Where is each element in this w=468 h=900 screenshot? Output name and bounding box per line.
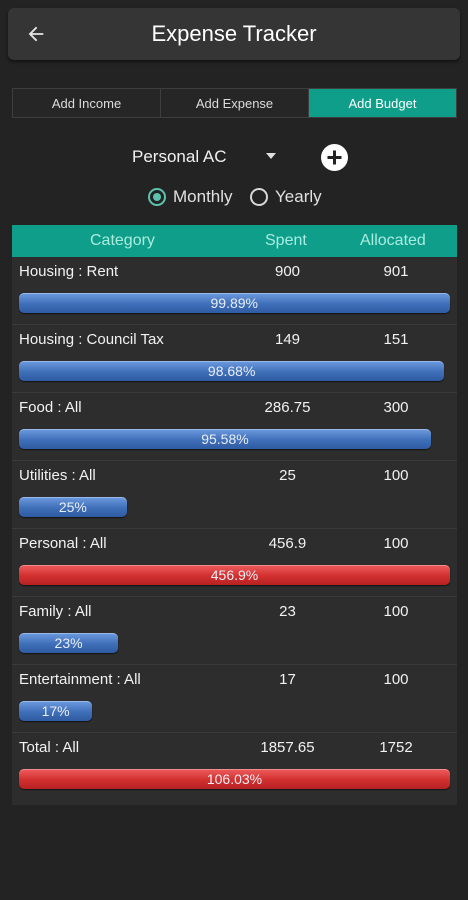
table-row[interactable]: Entertainment : All 17 100 17% bbox=[12, 665, 457, 733]
radio-unchecked-icon bbox=[250, 188, 268, 206]
table-row[interactable]: Utilities : All 25 100 25% bbox=[12, 461, 457, 529]
progress-bar: 99.89% bbox=[19, 293, 450, 313]
radio-yearly-label: Yearly bbox=[275, 187, 322, 206]
add-account-button[interactable] bbox=[321, 144, 348, 171]
row-spent: 23 bbox=[279, 603, 296, 620]
progress-track: 106.03% bbox=[19, 769, 450, 789]
progress-track: 23% bbox=[19, 633, 450, 653]
row-spent: 149 bbox=[274, 331, 301, 348]
account-dropdown[interactable]: Personal AC bbox=[132, 142, 282, 172]
table-header: Category Spent Allocated bbox=[12, 225, 457, 257]
progress-track: 25% bbox=[19, 497, 450, 517]
progress-label: 25% bbox=[58, 499, 87, 515]
progress-bar: 17% bbox=[19, 701, 93, 721]
progress-bar: 95.58% bbox=[19, 429, 431, 449]
radio-yearly[interactable]: Yearly bbox=[250, 184, 322, 210]
progress-bar: 456.9% bbox=[19, 565, 450, 585]
row-category: Food : All bbox=[19, 399, 82, 416]
app-bar: Expense Tracker bbox=[8, 8, 460, 60]
table-row[interactable]: Personal : All 456.9 100 456.9% bbox=[12, 529, 457, 597]
progress-track: 99.89% bbox=[19, 293, 450, 313]
progress-label: 17% bbox=[41, 703, 70, 719]
table-row[interactable]: Family : All 23 100 23% bbox=[12, 597, 457, 665]
table-row[interactable]: Housing : Council Tax 149 151 98.68% bbox=[12, 325, 457, 393]
row-spent: 17 bbox=[279, 671, 296, 688]
row-spent: 25 bbox=[279, 467, 296, 484]
tab-add-budget[interactable]: Add Budget bbox=[309, 89, 456, 117]
row-category: Utilities : All bbox=[19, 467, 96, 484]
radio-monthly-label: Monthly bbox=[173, 187, 233, 206]
page-title: Expense Tracker bbox=[151, 21, 317, 46]
progress-track: 98.68% bbox=[19, 361, 450, 381]
row-category: Housing : Rent bbox=[19, 263, 119, 280]
row-spent: 1857.65 bbox=[260, 739, 315, 756]
table-row-total[interactable]: Total : All 1857.65 1752 106.03% bbox=[12, 733, 457, 801]
row-category: Entertainment : All bbox=[19, 671, 141, 688]
row-allocated: 100 bbox=[383, 671, 409, 688]
progress-label: 456.9% bbox=[210, 567, 259, 583]
period-selector: Monthly Yearly bbox=[0, 184, 468, 210]
row-spent: 456.9 bbox=[268, 535, 307, 552]
arrow-left-icon bbox=[28, 26, 44, 42]
row-allocated: 901 bbox=[383, 263, 409, 280]
back-button[interactable] bbox=[22, 20, 50, 48]
progress-bar: 106.03% bbox=[19, 769, 450, 789]
header-allocated: Allocated bbox=[360, 232, 426, 249]
radio-monthly[interactable]: Monthly bbox=[148, 184, 233, 210]
row-allocated: 100 bbox=[383, 467, 409, 484]
radio-checked-icon bbox=[148, 188, 166, 206]
account-dropdown-value: Personal AC bbox=[132, 147, 227, 166]
progress-track: 456.9% bbox=[19, 565, 450, 585]
row-allocated: 151 bbox=[383, 331, 409, 348]
header-spent: Spent bbox=[265, 232, 307, 249]
row-category: Personal : All bbox=[19, 535, 107, 552]
progress-bar: 25% bbox=[19, 497, 127, 517]
tab-add-expense[interactable]: Add Expense bbox=[161, 89, 309, 117]
caret-down-icon bbox=[266, 153, 276, 159]
row-allocated: 300 bbox=[383, 399, 409, 416]
plus-circle-icon bbox=[321, 144, 348, 171]
row-category: Family : All bbox=[19, 603, 92, 620]
progress-label: 106.03% bbox=[206, 771, 263, 787]
row-allocated: 100 bbox=[383, 603, 409, 620]
progress-bar: 98.68% bbox=[19, 361, 445, 381]
table-row[interactable]: Housing : Rent 900 901 99.89% bbox=[12, 257, 457, 325]
table-row[interactable]: Food : All 286.75 300 95.58% bbox=[12, 393, 457, 461]
row-spent: 286.75 bbox=[264, 399, 311, 416]
row-spent: 900 bbox=[274, 263, 301, 280]
row-category: Total : All bbox=[19, 739, 80, 756]
progress-label: 23% bbox=[54, 635, 83, 651]
row-category: Housing : Council Tax bbox=[19, 331, 164, 348]
progress-bar: 23% bbox=[19, 633, 119, 653]
progress-track: 17% bbox=[19, 701, 450, 721]
progress-label: 98.68% bbox=[207, 363, 256, 379]
progress-track: 95.58% bbox=[19, 429, 450, 449]
tab-add-income[interactable]: Add Income bbox=[13, 89, 161, 117]
budget-table: Category Spent Allocated Housing : Rent … bbox=[12, 225, 457, 805]
progress-label: 95.58% bbox=[201, 431, 249, 447]
progress-label: 99.89% bbox=[210, 295, 258, 311]
row-allocated: 100 bbox=[383, 535, 409, 552]
row-allocated: 1752 bbox=[379, 739, 413, 756]
account-row: Personal AC bbox=[0, 142, 468, 172]
header-category: Category bbox=[90, 232, 155, 249]
action-tabs: Add Income Add Expense Add Budget bbox=[12, 88, 457, 118]
